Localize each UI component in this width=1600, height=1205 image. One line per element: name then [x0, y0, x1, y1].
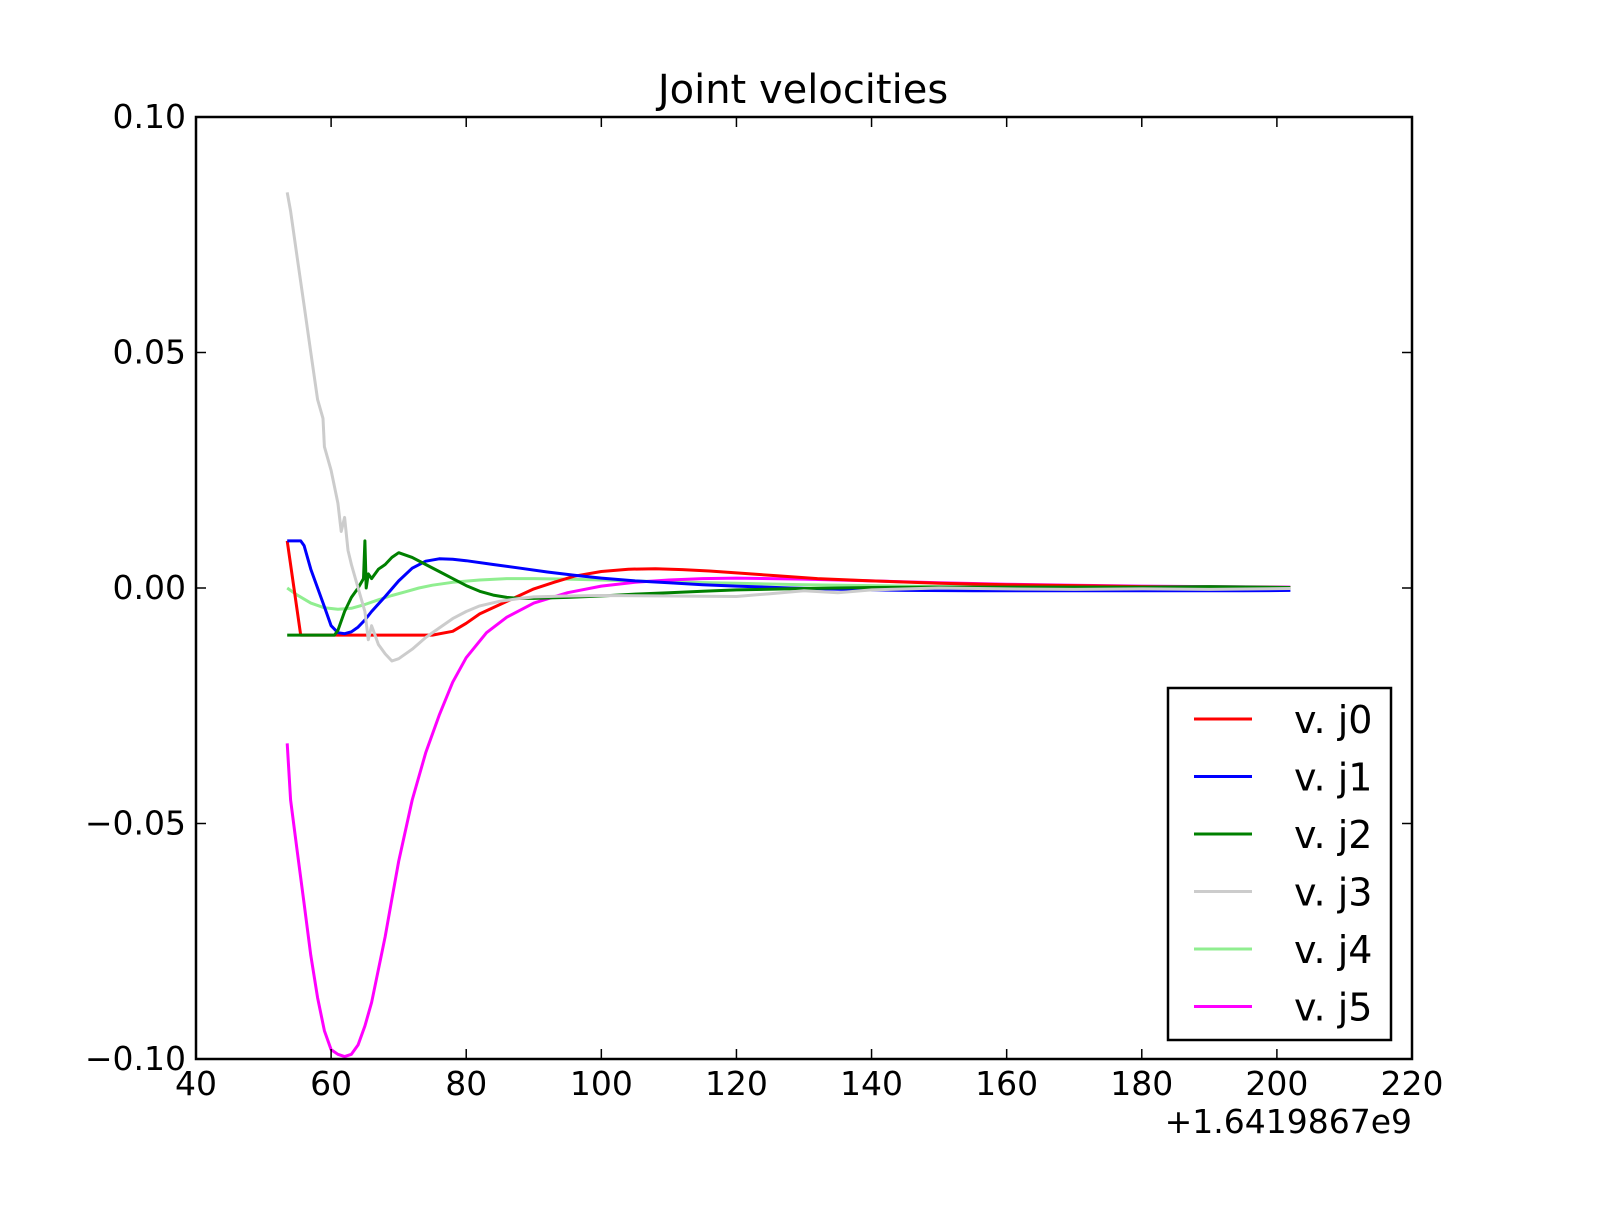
x-tick-label: 160 [975, 1064, 1038, 1103]
x-tick-label: 80 [445, 1064, 487, 1103]
y-tick-label: 0.10 [113, 97, 186, 136]
legend-label-j2: v. j2 [1294, 813, 1372, 857]
x-tick-label: 140 [840, 1064, 903, 1103]
y-tick-label: 0.05 [113, 333, 186, 372]
legend-box [1166, 686, 1393, 1042]
y-tick-label: −0.10 [85, 1039, 186, 1078]
axes-layer: 40 60 80 100 120 140 160 180 200 220 −0.10 −0.05 0.0… [85, 97, 1444, 1103]
chart-title: Joint velocities [655, 67, 948, 113]
x-tick-label: 200 [1245, 1064, 1308, 1103]
legend-label-j4: v. j4 [1294, 928, 1372, 972]
legend: v. j0 v. j1 v. j2 v. j3 v. j4 v. j5 [1166, 686, 1393, 1042]
legend-label-j0: v. j0 [1294, 698, 1372, 742]
x-tick-label: 220 [1381, 1064, 1444, 1103]
y-tick-label: −0.05 [85, 804, 186, 843]
series-line-j0 [285, 540, 1291, 637]
x-tick-label: 100 [570, 1064, 633, 1103]
legend-label-j5: v. j5 [1294, 986, 1372, 1030]
series-layer [285, 192, 1291, 1059]
x-offset-label: +1.6419867e9 [1165, 1102, 1412, 1141]
x-tick-label: 40 [175, 1064, 217, 1103]
x-tick-label: 60 [310, 1064, 352, 1103]
x-tick-label: 180 [1110, 1064, 1173, 1103]
series-line-j3 [285, 192, 1291, 663]
x-tick-label: 120 [705, 1064, 768, 1103]
series-line-j2 [287, 539, 1291, 637]
legend-label-j1: v. j1 [1294, 756, 1372, 800]
legend-label-j3: v. j3 [1294, 871, 1372, 915]
y-tick-label: 0.00 [113, 568, 186, 607]
